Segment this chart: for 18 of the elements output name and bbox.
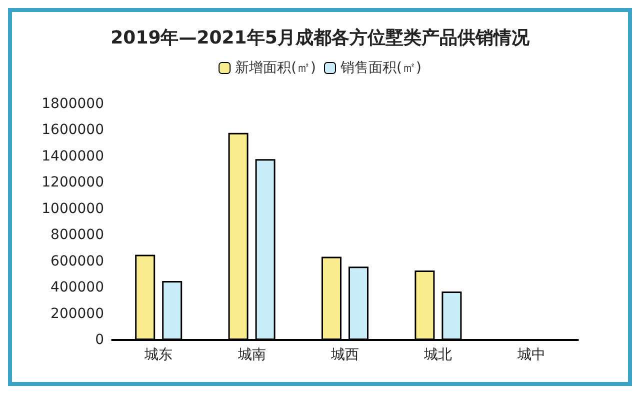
x-tick-label: 城东 [144,347,173,363]
y-tick-label: 1400000 [42,148,104,164]
y-tick-label: 800000 [50,227,104,244]
x-tick-label: 城北 [423,347,452,363]
y-tick-label: 400000 [50,280,104,296]
y-tick-label: 200000 [50,306,104,322]
x-tick-label: 城西 [330,347,359,363]
y-tick-label: 1800000 [42,96,104,112]
legend-label: 销售面积(㎡) [340,60,422,76]
y-tick-label: 0 [95,332,104,348]
y-tick-label: 1600000 [42,122,104,138]
y-tick-label: 1200000 [42,174,104,191]
chart-title: 2019年—2021年5月成都各方位墅类产品供销情况 [110,28,530,48]
y-tick-label: 600000 [50,253,104,270]
x-tick-label: 城中 [516,347,546,363]
y-tick-label: 1000000 [42,200,104,217]
x-tick-label: 城南 [236,347,266,363]
legend-label: 新增面积(㎡) [235,60,316,76]
